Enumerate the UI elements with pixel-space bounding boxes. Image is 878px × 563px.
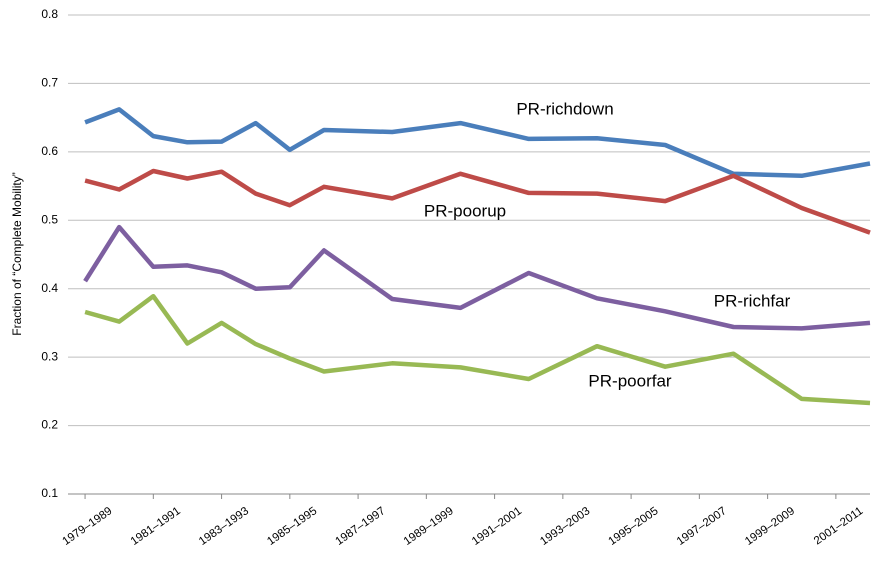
- series-label: PR-poorfar: [588, 371, 671, 390]
- series-line: [84, 107, 871, 179]
- x-tick-label: 1991–2001: [470, 505, 524, 548]
- x-tick-label: 1979–1989: [60, 505, 114, 548]
- y-tick-label: 0.1: [41, 486, 58, 500]
- y-tick-label: 0.3: [41, 349, 58, 363]
- x-tick-label: 1985–1995: [265, 505, 319, 548]
- y-tick-label: 0.8: [41, 7, 58, 21]
- x-tick-label: 1997–2007: [675, 505, 729, 548]
- series-line: [84, 293, 871, 406]
- series-label: PR-poorup: [424, 201, 506, 220]
- x-tick-label: 2001–2011: [812, 505, 865, 547]
- y-tick-label: 0.4: [41, 281, 58, 295]
- y-tick-label: 0.6: [41, 144, 58, 158]
- x-tick-label: 1999–2009: [743, 505, 797, 548]
- y-axis-label: Fraction of “Complete Mobility”: [10, 172, 24, 335]
- series-label: PR-richdown: [516, 99, 613, 118]
- series-label: PR-richfar: [714, 291, 791, 310]
- y-tick-label: 0.5: [41, 212, 58, 226]
- series-line: [83, 224, 871, 331]
- y-tick-label: 0.7: [41, 76, 58, 90]
- x-tick-label: 1995–2005: [607, 505, 661, 548]
- series-line: [84, 168, 871, 235]
- x-tick-label: 1989–1999: [402, 505, 456, 548]
- x-tick-label: 1987–1997: [334, 505, 388, 548]
- x-tick-label: 1981–1991: [129, 505, 183, 548]
- x-tick-label: 1993–2003: [538, 505, 592, 548]
- x-tick-label: 1983–1993: [197, 505, 251, 548]
- y-tick-label: 0.2: [41, 418, 58, 432]
